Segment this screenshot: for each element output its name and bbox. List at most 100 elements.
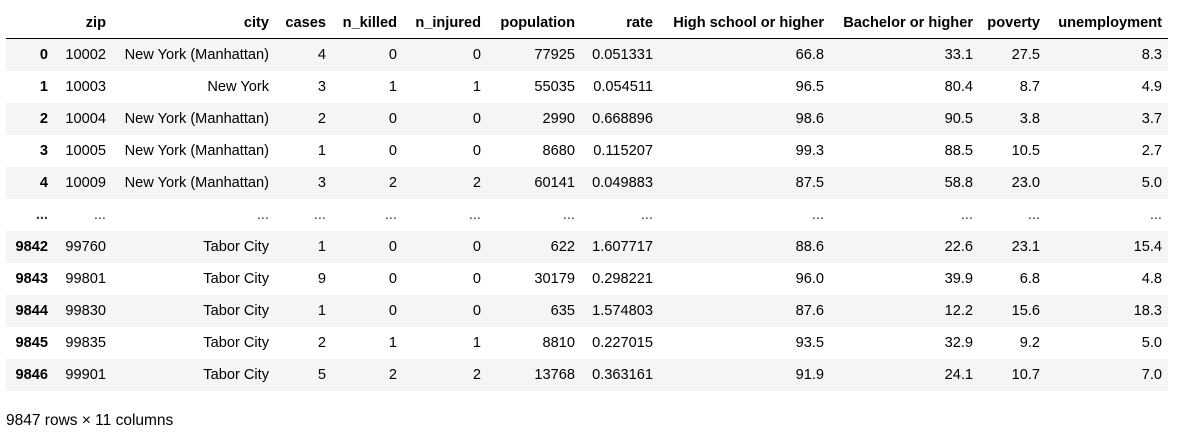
table-cell: 10003	[65, 79, 106, 95]
table-cell: ...	[93, 207, 106, 223]
table-cell: 0.227015	[592, 335, 653, 351]
table-cell: 58.8	[944, 175, 973, 191]
table-cell: 3	[317, 79, 326, 95]
table-cell: 24.1	[944, 367, 973, 383]
table-cell: 32.9	[944, 335, 973, 351]
table-cell: 55035	[534, 79, 575, 95]
table-cell: ...	[811, 207, 824, 223]
table-cell: 2	[317, 335, 326, 351]
table-cell: 0.363161	[592, 367, 653, 383]
table-cell: 10002	[65, 47, 106, 63]
table-cell: 13768	[534, 367, 575, 383]
table-cell: 80.4	[944, 79, 973, 95]
table-cell: Tabor City	[203, 303, 269, 319]
table-cell: 8.3	[1141, 47, 1162, 63]
table-cell: ...	[1027, 207, 1040, 223]
table-cell: ...	[562, 207, 575, 223]
table-shape-caption: 9847 rows × 11 columns	[6, 412, 174, 429]
table-cell: 10.5	[1011, 143, 1040, 159]
table-cell: 0	[388, 111, 397, 127]
table-cell: 0	[472, 303, 481, 319]
table-cell: 0.049883	[592, 175, 653, 191]
column-header: rate	[581, 7, 659, 39]
table-cell: 99830	[65, 303, 106, 319]
table-cell: 0	[472, 143, 481, 159]
table-cell: ...	[640, 207, 653, 223]
table-cell: ...	[256, 207, 269, 223]
table-cell: 10009	[65, 175, 106, 191]
table-cell: ...	[468, 207, 481, 223]
table-cell: Tabor City	[203, 335, 269, 351]
table-cell: 1	[388, 79, 397, 95]
row-index: 2	[39, 111, 48, 127]
table-cell: 10005	[65, 143, 106, 159]
table-cell: 8680	[542, 143, 575, 159]
table-cell: 7.0	[1141, 367, 1162, 383]
table-cell: 1.607717	[592, 239, 653, 255]
table-cell: ...	[1149, 207, 1162, 223]
table-cell: 635	[550, 303, 575, 319]
table-cell: 96.0	[795, 271, 824, 287]
table-cell: 88.5	[944, 143, 973, 159]
table-cell: New York (Manhattan)	[124, 175, 269, 191]
table-cell: 99760	[65, 239, 106, 255]
table-cell: 0	[472, 239, 481, 255]
ellipsis-row: ....................................	[6, 199, 1168, 231]
table-cell: 6.8	[1019, 271, 1040, 287]
table-cell: 87.5	[795, 175, 824, 191]
table-cell: Tabor City	[203, 239, 269, 255]
table-cell: New York	[207, 79, 269, 95]
table-row: 2 10004 New York (Manhattan) 2 0 0 2990 0.66889…	[6, 103, 1168, 135]
column-header: poverty	[979, 7, 1046, 39]
table-cell: 88.6	[795, 239, 824, 255]
column-header: city	[112, 7, 275, 39]
row-index: 4	[39, 175, 48, 191]
table-cell: 96.5	[795, 79, 824, 95]
table-cell: 0.054511	[593, 79, 653, 95]
column-header: unemployment	[1046, 7, 1168, 39]
table-cell: 5.0	[1141, 175, 1162, 191]
table-cell: 9	[317, 271, 326, 287]
table-cell: 0	[472, 47, 481, 63]
table-cell: 4	[317, 47, 326, 63]
table-cell: 15.4	[1133, 239, 1162, 255]
table-cell: 2	[472, 175, 481, 191]
table-cell: 23.1	[1011, 239, 1040, 255]
table-cell: 66.8	[795, 47, 824, 63]
table-cell: 18.3	[1133, 303, 1162, 319]
index-header	[6, 7, 54, 39]
row-index: 0	[39, 47, 48, 63]
header-row: zip city cases n_killed n_injured population r…	[6, 7, 1168, 39]
table-cell: 22.6	[944, 239, 973, 255]
table-cell: 39.9	[944, 271, 973, 287]
table-cell: 0	[472, 271, 481, 287]
table-cell: 0	[388, 271, 397, 287]
table-cell: 622	[550, 239, 575, 255]
row-index: 9842	[15, 239, 48, 255]
table-cell: 0.115207	[593, 143, 653, 159]
table-cell: ...	[384, 207, 397, 223]
table-cell: 33.1	[944, 47, 973, 63]
table-cell: Tabor City	[203, 367, 269, 383]
table-cell: 30179	[534, 271, 575, 287]
table-cell: 60141	[534, 175, 575, 191]
table-cell: 1.574803	[592, 303, 653, 319]
table-cell: New York (Manhattan)	[124, 111, 269, 127]
table-header: zip city cases n_killed n_injured population r…	[6, 7, 1168, 39]
row-index: 9845	[15, 335, 48, 351]
row-index: 3	[39, 143, 48, 159]
table-cell: 90.5	[944, 111, 973, 127]
table-row: 1 10003 New York 3 1 1 55035 0.054511 96.5 80.4 8.…	[6, 71, 1168, 103]
column-header: population	[487, 7, 581, 39]
table-cell: 0.051331	[592, 47, 653, 63]
column-header: cases	[275, 7, 332, 39]
table-cell: 0	[472, 111, 481, 127]
column-header: n_injured	[403, 7, 487, 39]
table-cell: 4.9	[1141, 79, 1162, 95]
table-cell: 2990	[542, 111, 575, 127]
table-cell: Tabor City	[203, 271, 269, 287]
table-cell: 2.7	[1141, 143, 1162, 159]
table-row: 9843 99801 Tabor City 9 0 0 30179 0.298221 96.0 3…	[6, 263, 1168, 295]
table-cell: 3.7	[1141, 111, 1162, 127]
table-cell: 1	[317, 303, 326, 319]
